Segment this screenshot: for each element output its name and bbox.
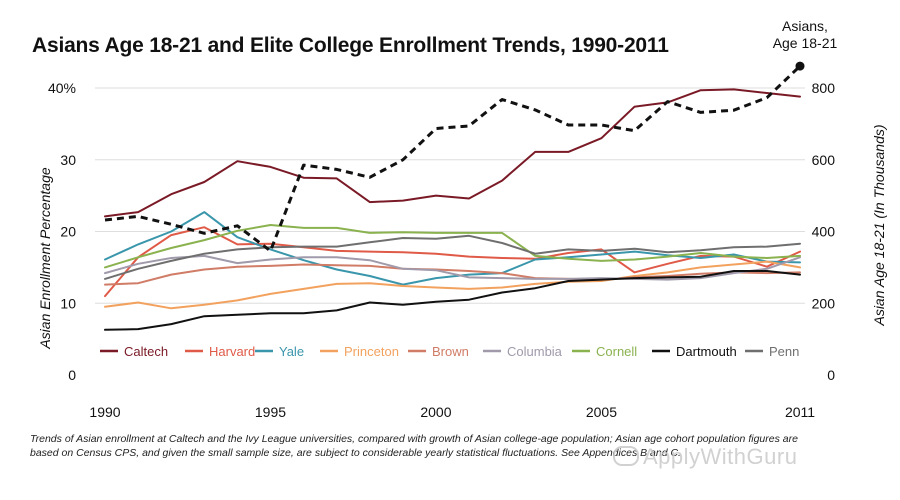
y-tick-label: 10 [60, 295, 76, 311]
x-tick-label: 1995 [255, 404, 286, 420]
right-axis-ticks: 0 200 400 600 800 [812, 80, 836, 383]
x-tick-label: 2005 [586, 404, 617, 420]
legend-label-caltech: Caltech [124, 344, 168, 359]
legend-label-harvard: Harvard [209, 344, 255, 359]
secondary-series-label: Asians, [782, 18, 828, 34]
legend-label-brown: Brown [432, 344, 469, 359]
legend-label-princeton: Princeton [344, 344, 399, 359]
y-axis-label: Asian Enrollment Percentage [37, 167, 53, 350]
y-tick-label: 40% [48, 80, 76, 96]
series-line-princeton [104, 260, 801, 310]
legend-label-penn: Penn [769, 344, 799, 359]
series-line-penn [104, 234, 801, 280]
legend-label-columbia: Columbia [507, 344, 563, 359]
caption-line-1: Trends of Asian enrollment at Caltech an… [30, 433, 798, 445]
legend-label-dartmouth: Dartmouth [676, 344, 737, 359]
secondary-series-asians [104, 65, 802, 253]
x-tick-label: 2011 [785, 404, 815, 420]
y2-tick-label: 600 [812, 152, 836, 168]
y-tick-label: 30 [60, 152, 76, 168]
chat-bubble-icon [613, 446, 639, 466]
y2-tick-label: 400 [812, 224, 836, 240]
y2-tick-label: 200 [812, 295, 836, 311]
line-chart: 0 10 20 30 40% 0 200 400 600 800 1990 1995 2000 200… [37, 18, 887, 420]
y-tick-label: 0 [68, 367, 76, 383]
y2-tick-label: 0 [827, 367, 835, 383]
watermark: ApplyWithGuru [613, 444, 797, 470]
secondary-series-endpoint [795, 61, 805, 71]
x-tick-label: 2000 [420, 404, 451, 420]
series-line-caltech [104, 88, 801, 218]
series-line-columbia [104, 254, 801, 281]
left-axis-ticks: 0 10 20 30 40% [48, 80, 76, 383]
series-line-brown [104, 263, 801, 286]
caption-line-2: based on Census CPS, and given the small… [30, 447, 681, 459]
series-line-yale [104, 211, 801, 286]
chart-caption: Trends of Asian enrollment at Caltech an… [30, 432, 880, 460]
legend-label-cornell: Cornell [596, 344, 637, 359]
chart-title: Asians Age 18-21 and Elite College Enrol… [32, 34, 669, 57]
y2-tick-label: 800 [812, 80, 836, 96]
legend-label-yale: Yale [279, 344, 304, 359]
series-line-cornell [104, 224, 801, 269]
secondary-series-line: Asians,Age 18-21 [104, 18, 838, 253]
series-line-dartmouth [104, 270, 801, 331]
y2-axis-label: Asian Age 18-21 (In Thousands) [871, 124, 887, 326]
secondary-series-label: Age 18-21 [773, 35, 838, 51]
legend: Caltech Harvard Yale Princeton Brown Columbia… [100, 344, 799, 359]
y-tick-label: 20 [60, 224, 76, 240]
x-axis-ticks: 1990 1995 2000 2005 2011 [89, 404, 815, 420]
series-lines [104, 88, 801, 331]
watermark-text: ApplyWithGuru [643, 444, 798, 469]
x-tick-label: 1990 [89, 404, 120, 420]
